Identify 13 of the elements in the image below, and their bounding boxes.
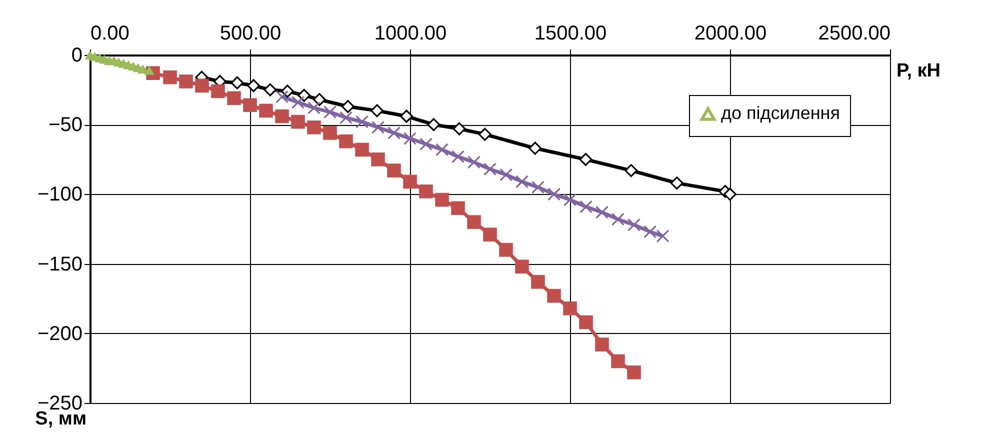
y-tick-label: 0 xyxy=(71,44,82,66)
x-tick-label: 1000.00 xyxy=(374,22,447,44)
y-tick-label: −100 xyxy=(37,184,82,206)
x-tick-label: 500.00 xyxy=(220,22,282,44)
y-tick-label: −50 xyxy=(48,114,82,136)
x-tick-label: 0.00 xyxy=(90,22,130,44)
y-tick-label: −150 xyxy=(37,253,82,276)
x-axis-title: P, кН xyxy=(896,60,941,82)
x-tick-label: 2500.00 xyxy=(818,22,890,44)
legend-label: до підсилення xyxy=(721,103,840,123)
y-tick-label: −200 xyxy=(37,322,82,345)
x-tick-label: 2000.00 xyxy=(694,22,767,44)
x-tick-label: 1500.00 xyxy=(534,22,607,44)
